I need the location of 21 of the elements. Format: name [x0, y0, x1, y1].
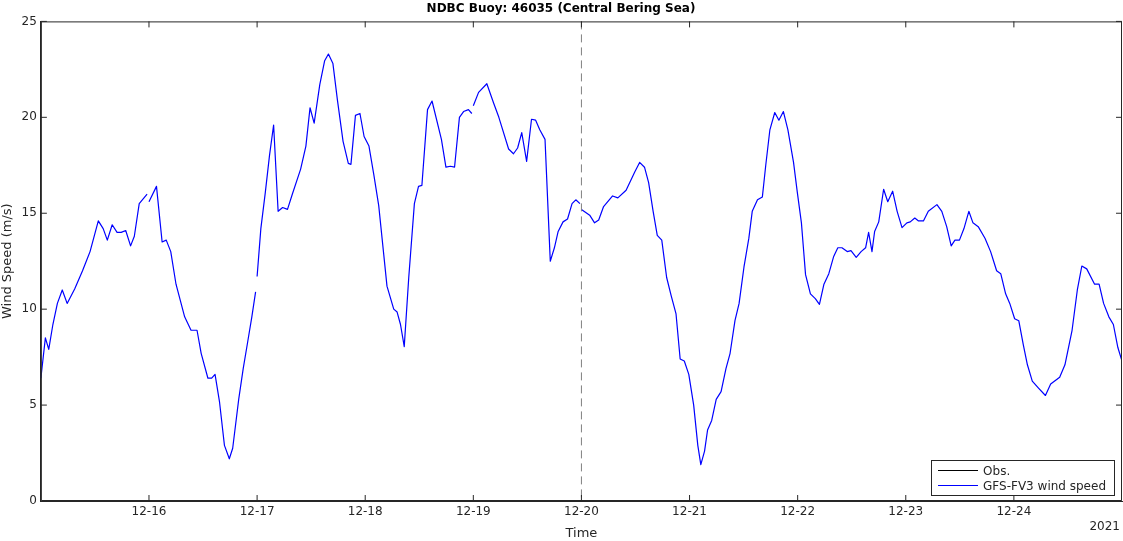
y-tick-label: 5 — [29, 397, 37, 412]
x-tick-label: 12-23 — [888, 504, 924, 519]
y-tick-label: 25 — [21, 13, 37, 28]
text: 2021 — [1089, 519, 1120, 534]
legend-label: GFS-FV3 wind speed — [983, 478, 1106, 493]
y-tick-label: 20 — [21, 109, 37, 124]
x-axis-title: Time — [564, 524, 598, 540]
x-tick-label: 12-17 — [239, 504, 275, 519]
x-tick-label: 12-21 — [672, 504, 707, 519]
chart-title: NDBC Buoy: 46035 (Central Bering Sea) — [426, 1, 696, 16]
x-tick-label: 12-18 — [347, 504, 383, 519]
x-tick-label: 12-20 — [564, 504, 599, 519]
y-tick-label: 15 — [21, 205, 37, 220]
y-tick-label: 0 — [29, 493, 37, 508]
legend-label: Obs. — [983, 463, 1011, 478]
y-axis-title: Wind Speed (m/s) — [0, 203, 15, 320]
x-tick-label: 12-19 — [455, 504, 491, 519]
x-tick-label: 12-22 — [780, 504, 816, 519]
x-tick-label: 12-16 — [131, 504, 167, 519]
x-tick-label: 12-24 — [996, 504, 1032, 519]
y-tick-label: 10 — [21, 301, 37, 316]
